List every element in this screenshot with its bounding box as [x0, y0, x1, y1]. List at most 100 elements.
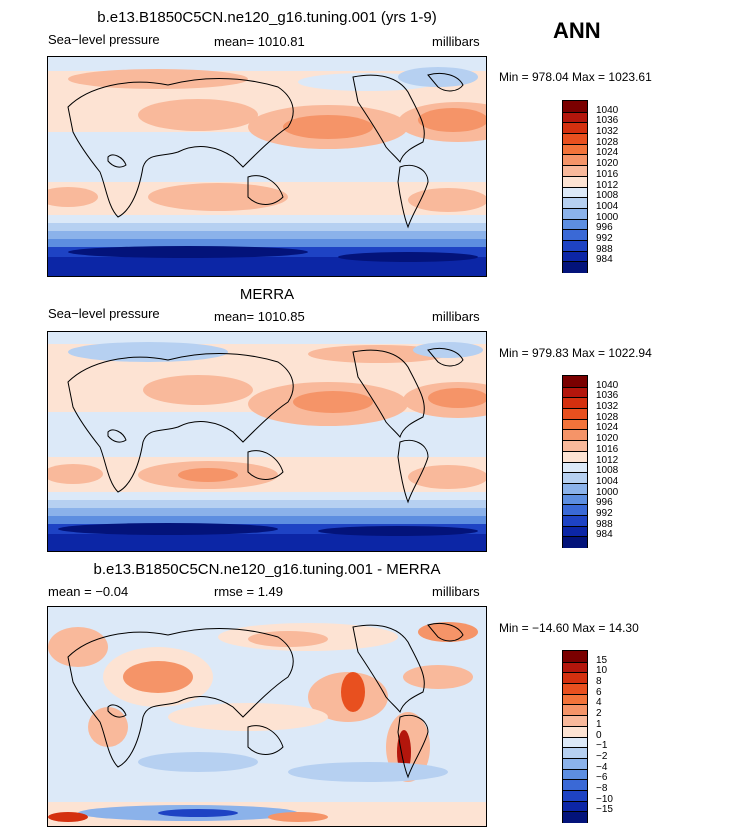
colorbar-box [563, 239, 587, 252]
colorbar-tick-label: 1012 [596, 454, 619, 466]
colorbar-tick-label: 1 [596, 718, 602, 730]
panel-3-field [48, 607, 486, 826]
colorbar-box [563, 154, 587, 167]
colorbar-tick-label: 984 [596, 254, 613, 266]
colorbar-box [563, 482, 587, 495]
colorbar-box [563, 504, 587, 517]
panel-2-title: MERRA [239, 286, 295, 303]
colorbar-box [563, 789, 587, 802]
colorbar-box [563, 218, 587, 231]
colorbar-box [563, 768, 587, 781]
colorbar-box [563, 757, 587, 770]
colorbar-box [563, 376, 587, 387]
colorbar-box [563, 111, 587, 124]
colorbar-box [563, 175, 587, 188]
colorbar-tick-label: 996 [596, 222, 613, 234]
colorbar-box [563, 397, 587, 410]
colorbar-box [563, 186, 587, 199]
panel-3-map [47, 606, 487, 827]
colorbar-box [563, 747, 587, 760]
colorbar-tick-label: 6 [596, 686, 602, 698]
panel-2-units-label: millibars [432, 309, 480, 324]
colorbar-tick-label: 988 [596, 518, 613, 530]
colorbar-tick-label: 1040 [596, 379, 619, 391]
colorbar-box [563, 661, 587, 674]
colorbar-tick-label: 984 [596, 529, 613, 541]
colorbar-tick-label: 1028 [596, 411, 619, 423]
colorbar-box [563, 683, 587, 696]
season-label: ANN [553, 18, 601, 43]
panel-3-minmax: Min = −14.60 Max = 14.30 [499, 621, 639, 635]
panel-3-mean-label: mean = −0.04 [48, 584, 129, 599]
colorbar-box [563, 133, 587, 146]
colorbar-tick-label: 1036 [596, 115, 619, 127]
colorbar-box [563, 229, 587, 242]
panel-1-units-label: millibars [432, 34, 480, 49]
colorbar-tick-label: 8 [596, 676, 602, 688]
colorbar-tick-label: 1008 [596, 465, 619, 477]
panel-3-colorbar [562, 650, 588, 824]
colorbar-box [563, 418, 587, 431]
colorbar-box [563, 472, 587, 485]
colorbar-tick-label: 996 [596, 497, 613, 509]
colorbar-box [563, 693, 587, 706]
colorbar-tick-label: −2 [596, 750, 608, 762]
colorbar-box [563, 250, 587, 263]
panel-3-rmse-label: rmse = 1.49 [214, 584, 284, 599]
colorbar-box [563, 450, 587, 463]
colorbar-box [563, 536, 587, 549]
colorbar-tick-label: 1000 [596, 211, 619, 223]
colorbar-tick-label: 1000 [596, 486, 619, 498]
colorbar-tick-label: 1040 [596, 104, 619, 116]
colorbar-tick-label: 2 [596, 708, 602, 720]
colorbar-tick-label: 1004 [596, 200, 619, 212]
colorbar-tick-label: 1032 [596, 126, 619, 138]
panel-2-mean-label: mean= 1010.85 [214, 309, 305, 324]
panel-3-title: b.e13.B1850C5CN.ne120_g16.tuning.001 - M… [93, 561, 441, 578]
panel-2-minmax: Min = 979.83 Max = 1022.94 [499, 346, 652, 360]
colorbar-box [563, 207, 587, 220]
colorbar-box [563, 704, 587, 717]
colorbar-tick-label: 1028 [596, 136, 619, 148]
colorbar-tick-label: 1020 [596, 158, 619, 170]
colorbar-box [563, 122, 587, 135]
panel-2-variable-label: Sea−level pressure [48, 306, 160, 321]
colorbar-box [563, 525, 587, 538]
panel-1-field [48, 57, 486, 276]
panel-1-variable-label: Sea−level pressure [48, 32, 160, 47]
colorbar-tick-label: −15 [596, 804, 613, 816]
panel-1-map [47, 56, 487, 277]
colorbar-tick-label: −8 [596, 782, 608, 794]
colorbar-box [563, 408, 587, 421]
colorbar-tick-label: 1012 [596, 179, 619, 191]
colorbar-tick-label: 992 [596, 507, 613, 519]
colorbar-box [563, 651, 587, 662]
colorbar-tick-label: 1004 [596, 475, 619, 487]
colorbar-tick-label: 988 [596, 243, 613, 255]
colorbar-tick-label: 1008 [596, 190, 619, 202]
colorbar-box [563, 429, 587, 442]
colorbar-tick-label: 4 [596, 697, 602, 709]
panel-1-mean-label: mean= 1010.81 [214, 34, 305, 49]
colorbar-tick-label: 1024 [596, 422, 619, 434]
panel-2-map [47, 331, 487, 552]
colorbar-box [563, 800, 587, 813]
colorbar-box [563, 725, 587, 738]
colorbar-tick-label: 992 [596, 232, 613, 244]
colorbar-box [563, 811, 587, 824]
colorbar-tick-label: −6 [596, 772, 608, 784]
colorbar-tick-label: 1016 [596, 443, 619, 455]
colorbar-tick-label: 1016 [596, 168, 619, 180]
colorbar-box [563, 779, 587, 792]
colorbar-tick-label: 0 [596, 729, 602, 741]
panel-1-minmax: Min = 978.04 Max = 1023.61 [499, 70, 652, 84]
colorbar-box [563, 493, 587, 506]
colorbar-box [563, 440, 587, 453]
colorbar-box [563, 386, 587, 399]
colorbar-tick-label: −1 [596, 740, 608, 752]
colorbar-box [563, 197, 587, 210]
colorbar-tick-label: 10 [596, 665, 608, 677]
panel-1-colorbar [562, 100, 588, 274]
colorbar-tick-label: 1020 [596, 433, 619, 445]
colorbar-box [563, 715, 587, 728]
